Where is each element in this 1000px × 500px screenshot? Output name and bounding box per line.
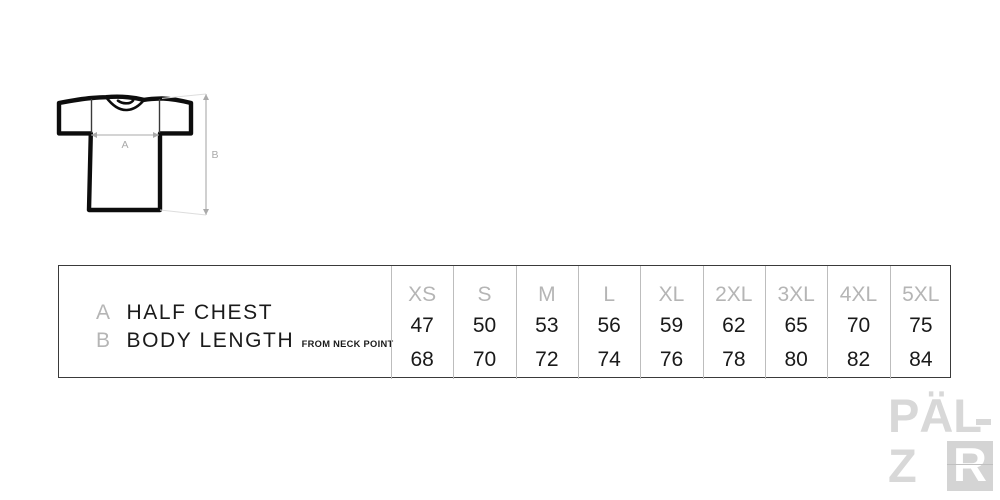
- svg-text:B: B: [211, 149, 218, 161]
- svg-text:A: A: [121, 139, 128, 151]
